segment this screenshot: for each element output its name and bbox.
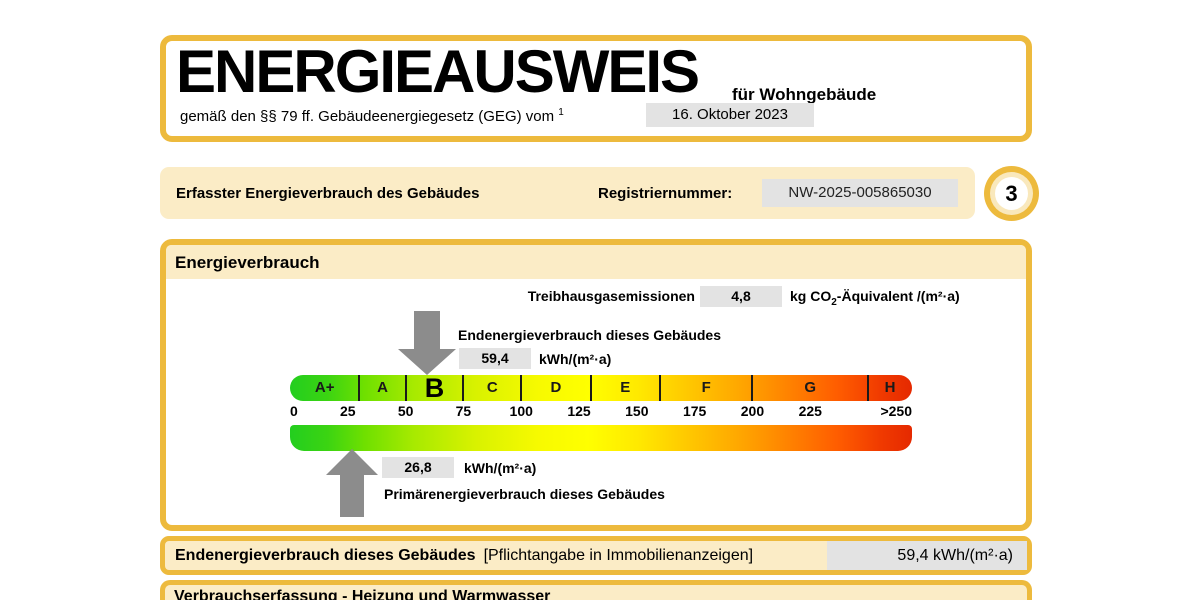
certificate-subtitle: für Wohngebäude	[732, 85, 877, 104]
scale-separator	[462, 375, 465, 401]
scale-tick-75: 75	[455, 403, 472, 419]
scale-separator	[520, 375, 523, 401]
ghg-emissions-unit: kg CO2-Äquivalent /(m²·a)	[790, 288, 960, 308]
scale-tick-175: 175	[682, 403, 707, 419]
mandatory-info-bracket: [Pflichtangabe in Immobilienanzeigen]	[483, 546, 754, 564]
scale-tick-150: 150	[625, 403, 649, 419]
ghg-emissions-label: Treibhausgasemissionen	[527, 288, 695, 304]
scale-class-a+: A+	[314, 379, 335, 396]
next-section-title: Verbrauchserfassung - Heizung und Warmwa…	[174, 588, 551, 600]
registration-row: Erfasster Energieverbrauch des Gebäudes …	[160, 167, 975, 219]
primary-energy-unit: kWh/(m²·a)	[464, 460, 537, 476]
section-title: Energieverbrauch	[175, 253, 320, 272]
header-box: ENERGIEAUSWEIS für Wohngebäude gemäß den…	[160, 35, 1032, 142]
page-number: 3	[995, 177, 1028, 210]
scale-class-e: E	[620, 379, 631, 396]
scale-separator	[358, 375, 361, 401]
section-verbrauchserfassung: Verbrauchserfassung - Heizung und Warmwa…	[160, 580, 1032, 600]
scale-tick-200: 200	[740, 403, 765, 419]
scale-tick-0: 0	[290, 403, 298, 419]
certificate-title: ENERGIEAUSWEIS	[176, 38, 700, 105]
mandatory-info-label: Endenergieverbrauch dieses Gebäudes	[175, 546, 476, 564]
end-energy-unit: kWh/(m²·a)	[539, 351, 612, 367]
registration-number-field: NW-2025-005865030	[762, 179, 958, 207]
section-header-band: Energieverbrauch	[166, 245, 1026, 279]
footnote-marker: 1	[558, 107, 564, 118]
scale-class-b: B	[424, 373, 445, 403]
scale-tick-50: 50	[397, 403, 414, 419]
issue-date-field: 16. Oktober 2023	[646, 103, 814, 127]
scale-separator	[751, 375, 754, 401]
section-energieverbrauch: Energieverbrauch Treibhausgasemissionen …	[160, 239, 1032, 531]
energy-class-scale-bar	[290, 375, 912, 401]
arrow-up-icon	[325, 449, 378, 517]
scale-class-c: C	[486, 379, 498, 396]
scale-separator	[589, 375, 592, 401]
scale-class-a: A	[377, 379, 388, 396]
ghg-unit-subscript: 2	[831, 296, 837, 308]
page-number-badge: 3	[984, 166, 1039, 221]
registration-number-label: Registriernummer:	[598, 185, 733, 202]
law-reference-text: gemäß den §§ 79 ff. Gebäudeenergiegesetz…	[180, 108, 555, 125]
ghg-unit-prefix: kg CO	[790, 288, 832, 304]
mandatory-info-row: Endenergieverbrauch dieses Gebäudes [Pfl…	[160, 536, 1032, 575]
arrow-down-icon	[398, 311, 457, 375]
law-reference: gemäß den §§ 79 ff. Gebäudeenergiegesetz…	[180, 107, 564, 125]
mandatory-info-value-field: 59,4 kWh/(m²·a)	[827, 541, 1027, 570]
scale-tick-250: >250	[880, 403, 912, 419]
scale-class-g: G	[804, 379, 817, 396]
scale-tick-25: 25	[340, 403, 356, 419]
scale-tick-225: 225	[798, 403, 822, 419]
end-energy-label: Endenergieverbrauch dieses Gebäudes	[458, 327, 721, 343]
primary-energy-label: Primärenergieverbrauch dieses Gebäudes	[384, 486, 665, 502]
scale-tick-100: 100	[509, 403, 533, 419]
scale-class-d: D	[550, 379, 562, 396]
scale-class-h: H	[884, 379, 896, 396]
scale-separator	[867, 375, 870, 401]
consumption-caption: Erfasster Energieverbrauch des Gebäudes	[176, 185, 480, 202]
scale-separator	[404, 375, 407, 401]
primary-energy-scale-bar	[290, 425, 912, 451]
primary-energy-value-field: 26,8	[382, 457, 454, 478]
ghg-emissions-value-field: 4,8	[700, 286, 782, 307]
page-number-ring: 3	[990, 172, 1033, 215]
end-energy-value-field: 59,4	[459, 348, 531, 369]
scale-separator	[658, 375, 661, 401]
scale-tick-125: 125	[567, 403, 591, 419]
scale-class-f: F	[701, 379, 711, 396]
ghg-unit-suffix: -Äquivalent /(m²·a)	[836, 288, 960, 304]
